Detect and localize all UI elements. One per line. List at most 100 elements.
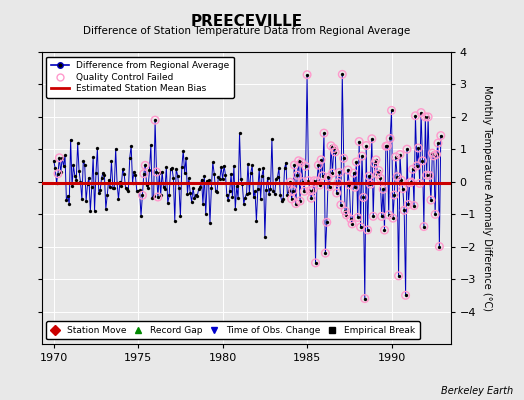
Point <box>310 178 318 184</box>
Point <box>403 146 411 152</box>
Point <box>330 145 338 152</box>
Point <box>358 153 366 159</box>
Point <box>352 159 361 165</box>
Point <box>397 177 406 184</box>
Point <box>334 179 342 186</box>
Point <box>292 200 300 207</box>
Point <box>361 295 369 302</box>
Point <box>317 156 325 163</box>
Point <box>338 71 346 78</box>
Point <box>297 159 305 166</box>
Point <box>138 192 147 198</box>
Point <box>296 198 304 204</box>
Y-axis label: Monthly Temperature Anomaly Difference (°C): Monthly Temperature Anomaly Difference (… <box>482 85 492 311</box>
Point <box>346 216 355 222</box>
Point <box>345 182 354 188</box>
Point <box>400 207 408 214</box>
Point <box>365 173 373 180</box>
Point <box>364 227 372 233</box>
Point <box>321 250 330 256</box>
Point <box>328 170 336 176</box>
Point <box>287 196 296 202</box>
Point <box>289 188 297 194</box>
Point <box>325 183 334 190</box>
Point <box>311 260 320 266</box>
Point <box>141 162 149 168</box>
Point <box>151 117 159 123</box>
Point <box>377 213 386 220</box>
Point <box>301 163 310 170</box>
Point <box>359 194 367 201</box>
Point <box>393 174 401 180</box>
Legend: Station Move, Record Gap, Time of Obs. Change, Empirical Break: Station Move, Record Gap, Time of Obs. C… <box>47 322 420 340</box>
Point <box>413 163 421 169</box>
Point <box>379 186 387 192</box>
Point <box>396 151 404 158</box>
Point <box>331 149 340 155</box>
Point <box>341 208 350 214</box>
Point <box>386 135 395 142</box>
Text: Difference of Station Temperature Data from Regional Average: Difference of Station Temperature Data f… <box>83 26 410 36</box>
Point <box>424 114 432 120</box>
Point <box>369 213 377 220</box>
Point <box>336 202 345 208</box>
Point <box>362 142 370 149</box>
Point <box>300 188 309 194</box>
Point <box>348 221 356 227</box>
Point <box>320 130 328 136</box>
Point <box>430 153 438 159</box>
Point <box>340 155 348 162</box>
Point <box>391 154 400 160</box>
Point <box>366 181 375 188</box>
Point <box>372 157 380 163</box>
Point <box>421 114 430 120</box>
Point <box>406 180 414 186</box>
Point <box>313 178 321 184</box>
Point <box>376 175 385 182</box>
Point <box>387 107 396 114</box>
Point <box>416 180 424 186</box>
Point <box>356 224 365 230</box>
Point <box>418 158 427 164</box>
Point <box>304 178 313 184</box>
Point <box>354 214 362 221</box>
Point <box>425 172 434 178</box>
Point <box>432 151 441 158</box>
Point <box>411 112 420 119</box>
Point <box>434 140 442 146</box>
Point <box>344 167 352 173</box>
Point <box>314 162 323 168</box>
Point <box>420 223 428 230</box>
Point <box>139 170 148 177</box>
Point <box>332 190 341 196</box>
Point <box>436 132 445 139</box>
Point <box>154 194 162 200</box>
Point <box>350 170 358 176</box>
Point <box>417 109 425 116</box>
Point <box>327 142 335 149</box>
Point <box>342 212 351 218</box>
Point <box>299 178 307 185</box>
Text: Berkeley Earth: Berkeley Earth <box>441 386 514 396</box>
Point <box>323 219 331 226</box>
Point <box>368 136 376 142</box>
Point <box>324 174 332 180</box>
Point <box>410 202 418 209</box>
Point <box>152 169 161 175</box>
Point <box>427 197 435 203</box>
Point <box>373 171 381 178</box>
Point <box>407 179 416 185</box>
Point <box>303 72 311 78</box>
Point <box>380 227 389 233</box>
Point <box>370 160 379 167</box>
Point <box>290 162 299 168</box>
Point <box>319 172 327 179</box>
Point <box>55 154 63 161</box>
Point <box>385 212 393 218</box>
Point <box>431 211 439 218</box>
Point <box>390 192 399 198</box>
Point <box>54 170 62 177</box>
Point <box>307 195 315 202</box>
Point <box>428 150 436 156</box>
Text: PREECEVILLE: PREECEVILLE <box>190 14 302 29</box>
